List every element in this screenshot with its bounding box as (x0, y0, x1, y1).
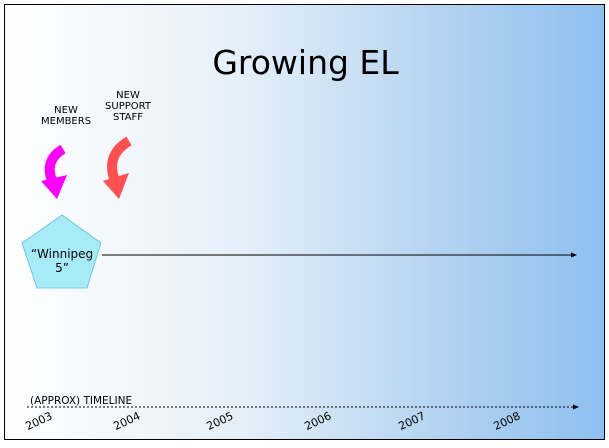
support-curved-arrow-icon (103, 136, 132, 199)
slide: Growing EL NEW MEMBERS NEW SUPPORT STAFF… (4, 4, 605, 440)
new-support-staff-label: NEW SUPPORT STAFF (105, 90, 151, 123)
timeline-label: (APPROX) TIMELINE (30, 395, 133, 407)
winnipeg-5-label: “Winnipeg 5” (30, 247, 94, 275)
main-timeline-arrow (102, 252, 577, 258)
slide-graphics (21, 136, 579, 410)
slide-title: Growing EL (212, 43, 399, 82)
new-members-label: NEW MEMBERS (41, 105, 92, 127)
members-curved-arrow-icon (41, 144, 67, 199)
approx-timeline-line (27, 404, 579, 410)
winnipeg-pentagon (21, 214, 102, 289)
